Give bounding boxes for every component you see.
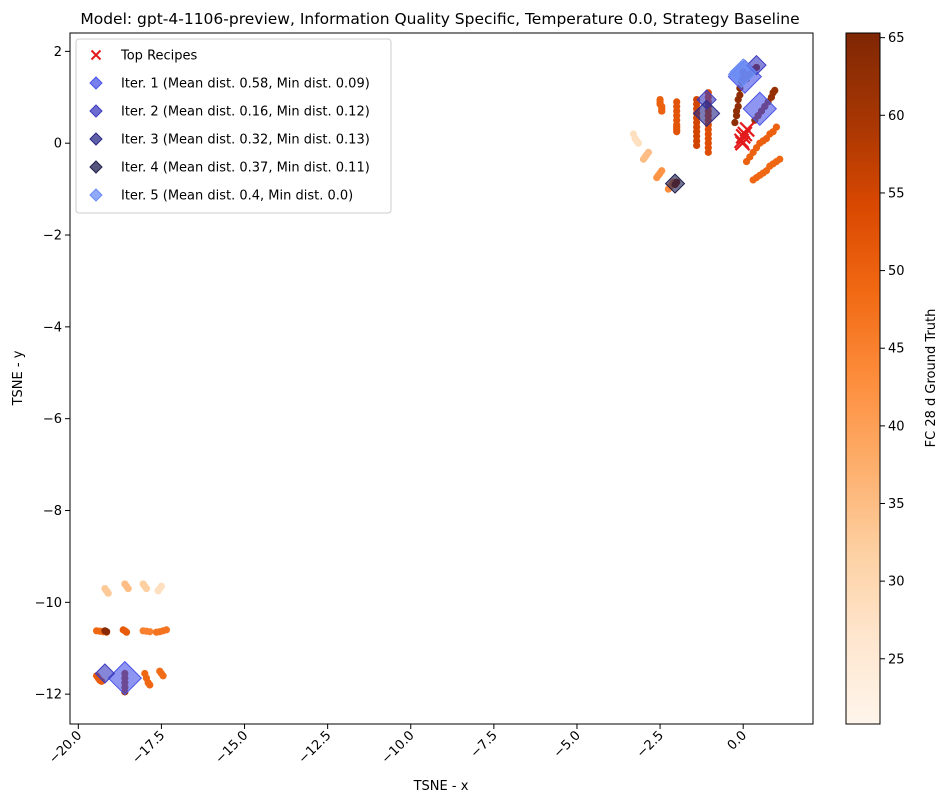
iteration-marker [107, 660, 143, 696]
x-tick-label: −2.5 [634, 728, 667, 761]
y-tick-label: −8 [43, 504, 62, 519]
colorbar-label: FC 28 d Ground Truth [924, 309, 939, 448]
y-axis-ticks: 2 0 −2 −4 −6 −8 −10 −12 [35, 45, 70, 703]
colorbar-tick-label: 65 [888, 31, 905, 46]
legend-diamond-icon [89, 160, 103, 174]
legend-label: Iter. 3 (Mean dist. 0.32, Min dist. 0.13… [121, 133, 370, 148]
data-point [736, 91, 744, 99]
data-point [776, 155, 784, 163]
data-point [124, 584, 132, 593]
iteration-marker [664, 173, 686, 194]
legend-label: Top Recipes [120, 49, 198, 64]
legend-label: Iter. 5 (Mean dist. 0.4, Min dist. 0.0) [121, 189, 353, 204]
data-point [102, 628, 111, 636]
iteration-marker [94, 663, 116, 684]
colorbar-tick-label: 40 [888, 419, 905, 434]
data-point [639, 155, 648, 163]
legend-label: Iter. 4 (Mean dist. 0.37, Min dist. 0.11… [121, 161, 370, 176]
top-recipe-marker [737, 126, 753, 142]
data-point [704, 148, 712, 156]
plot-frame [69, 32, 814, 725]
iteration-marker [742, 91, 778, 126]
legend: Top Recipes Iter. 1 (Mean dist. 0.58, Min… [75, 38, 392, 214]
y-tick-label: 0 [54, 137, 62, 152]
y-tick-label: −6 [43, 412, 62, 427]
legend-diamond-icon [89, 76, 103, 90]
colorbar-tick-label: 55 [888, 186, 905, 201]
data-point [104, 589, 112, 597]
colorbar: 25 30 35 40 45 50 55 60 65 FC 28 d Ground Truth [845, 31, 939, 725]
y-tick-label: −12 [35, 688, 62, 703]
iteration-marker [692, 99, 721, 128]
iteration-markers [94, 54, 778, 696]
x-tick-label: −5.0 [551, 728, 584, 761]
x-tick-label: −7.5 [468, 728, 501, 761]
data-point [734, 102, 742, 111]
y-tick-label: −10 [35, 596, 62, 611]
data-point [142, 584, 151, 593]
x-axis-label: TSNE - x [413, 779, 469, 794]
colorbar-tick-label: 35 [888, 497, 905, 512]
legend-box [75, 38, 392, 214]
y-tick-label: −4 [43, 320, 62, 335]
colorbar-tick-label: 45 [888, 342, 905, 357]
data-point [162, 626, 171, 634]
chart-title: Model: gpt-4-1106-preview, Information Q… [80, 10, 799, 28]
legend-diamond-icon [89, 188, 103, 202]
data-point [658, 167, 666, 175]
legend-diamond-icon [89, 104, 103, 118]
x-axis-ticks: −20.0 −17.5 −15.0 −12.5 −10.0 −7.5 −5.0 −2.5 0.0 [46, 724, 750, 767]
y-axis-label: TSNE - y [11, 350, 26, 406]
data-point [673, 128, 681, 136]
top-recipe-marker [739, 121, 755, 138]
data-point [146, 681, 154, 689]
data-point [731, 118, 739, 127]
top-recipe-marker [734, 135, 751, 151]
data-point [634, 139, 643, 147]
legend-label: Iter. 2 (Mean dist. 0.16, Min dist. 0.12… [121, 105, 370, 120]
data-point [693, 141, 701, 150]
legend-diamond-icon [89, 132, 103, 146]
x-tick-label: −15.0 [213, 728, 252, 767]
x-tick-label: −12.5 [296, 728, 335, 767]
colorbar-tick-label: 50 [888, 264, 905, 279]
y-tick-label: 2 [54, 45, 62, 60]
iteration-marker [729, 58, 757, 86]
colorbar-tick-label: 30 [888, 575, 905, 590]
x-tick-label: 0.0 [725, 728, 750, 753]
colorbar-tick-label: 60 [888, 109, 905, 124]
top-recipe-markers [733, 121, 755, 151]
data-point [122, 628, 131, 636]
y-tick-label: −2 [43, 229, 62, 244]
legend-label: Iter. 1 (Mean dist. 0.58, Min dist. 0.09… [121, 77, 370, 92]
data-point [771, 86, 779, 94]
colorbar-gradient [845, 32, 881, 725]
x-tick-label: −20.0 [46, 728, 85, 767]
data-point [146, 628, 154, 636]
data-point [772, 123, 781, 131]
data-point [159, 672, 167, 680]
x-tick-label: −10.0 [379, 728, 418, 767]
legend-x-icon [90, 49, 102, 61]
x-tick-label: −17.5 [129, 728, 168, 767]
data-point [658, 107, 666, 115]
data-point [157, 582, 166, 590]
colorbar-tick-label: 25 [888, 652, 905, 667]
